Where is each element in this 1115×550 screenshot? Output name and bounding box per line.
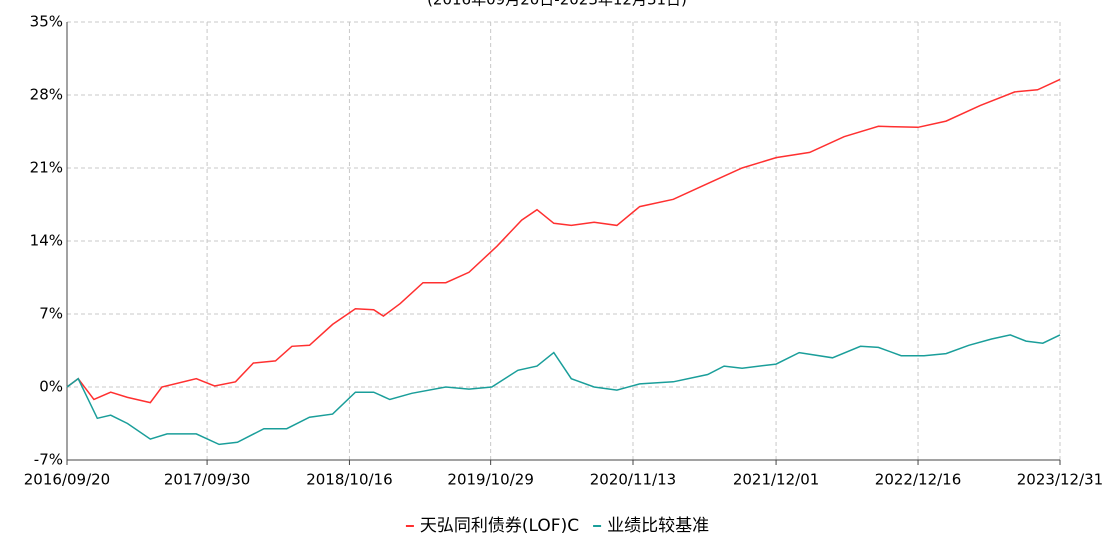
y-tick-label: 14% (30, 232, 63, 250)
x-tick-label: 2017/09/30 (164, 471, 250, 489)
legend-label: 业绩比较基准 (607, 516, 709, 536)
y-tick-label: 0% (39, 378, 63, 396)
series-line (66, 78, 1061, 404)
x-tick-label: 2016/09/20 (24, 471, 110, 489)
chart-subtitle: (2016年09月20日-2023年12月31日) (427, 0, 687, 9)
x-tick-label: 2021/12/01 (733, 471, 819, 489)
legend-item: 业绩比较基准 (593, 516, 709, 536)
legend-label: 天弘同利债券(LOF)C (420, 516, 579, 536)
x-tick-label: 2018/10/16 (306, 471, 392, 489)
y-tick-label: -7% (34, 451, 63, 469)
legend-item: 天弘同利债券(LOF)C (405, 516, 579, 536)
x-tick-label: 2023/12/31 (1017, 471, 1103, 489)
x-tick-label: 2022/12/16 (875, 471, 961, 489)
y-tick-label: 28% (30, 86, 63, 104)
series-line (66, 334, 1061, 446)
x-tick-label: 2019/10/29 (447, 471, 533, 489)
y-tick-label: 7% (39, 305, 63, 323)
y-tick-label: 21% (30, 159, 63, 177)
y-tick-label: 35% (30, 13, 63, 31)
x-tick-label: 2020/11/13 (590, 471, 676, 489)
legend: 天弘同利债券(LOF)C 业绩比较基准 (405, 516, 709, 536)
